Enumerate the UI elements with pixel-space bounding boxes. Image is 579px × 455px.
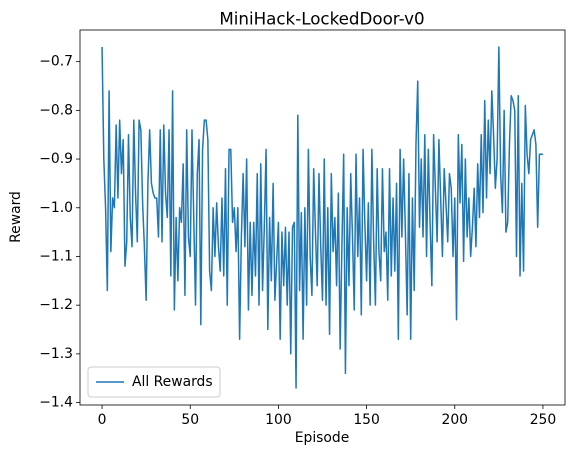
x-axis-label: Episode [295,430,350,446]
line-series [101,46,543,389]
legend-box [87,366,221,398]
plot-frame [79,29,566,406]
x-tick-label: 100 [265,412,292,428]
legend-label: All Rewards [132,374,213,390]
y-tick-label: −1.4 [39,395,73,411]
x-tick-label: 250 [530,412,557,428]
y-tick-label: −1.2 [39,297,73,313]
y-tick-label: −1.1 [39,248,73,264]
y-axis-label: Reward [8,191,24,243]
y-tick-label: −1.0 [39,200,73,216]
y-tick-label: −0.9 [39,151,73,167]
x-tick-label: 50 [181,412,199,428]
x-tick-label: 200 [442,412,469,428]
y-tick-label: −1.3 [39,346,73,362]
x-tick-label: 150 [353,412,380,428]
x-tick-label: 0 [98,412,107,428]
chart-title: MiniHack-LockedDoor-v0 [219,9,424,29]
y-tick-label: −0.7 [39,54,73,70]
y-tick-label: −0.8 [39,102,73,118]
